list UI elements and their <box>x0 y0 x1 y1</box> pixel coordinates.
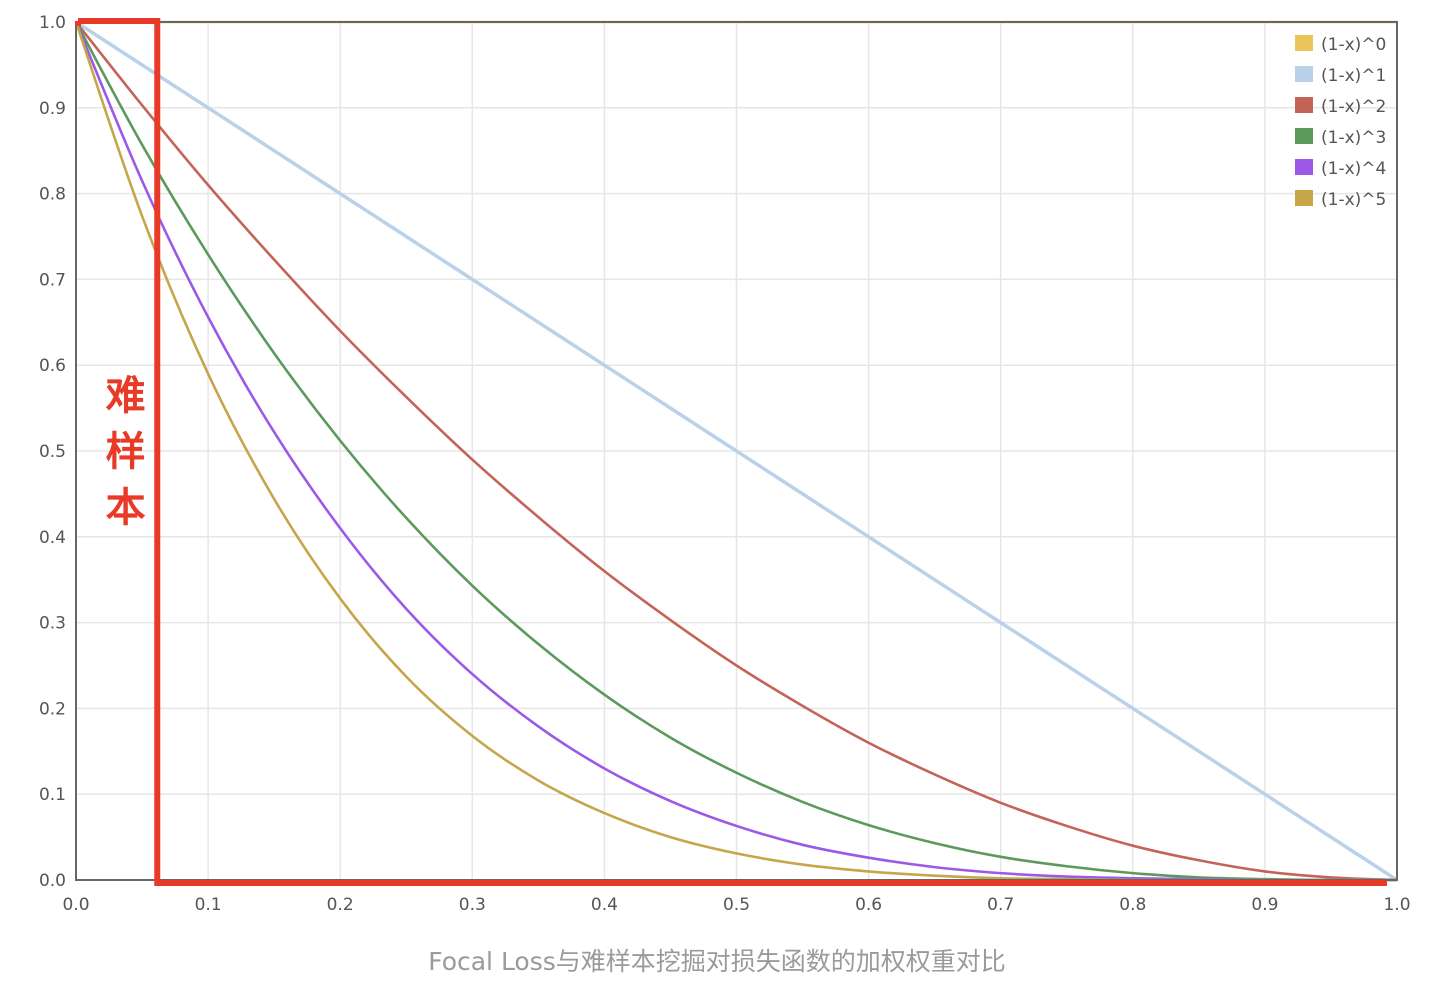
annotation-box <box>78 18 1387 886</box>
legend-swatch <box>1295 190 1313 206</box>
series-line-3 <box>74 21 1398 882</box>
x-tick-label: 0.5 <box>723 895 750 915</box>
legend-label: (1-x)^4 <box>1321 159 1386 179</box>
y-tick-label: 0.3 <box>39 614 66 634</box>
y-tick-label: 0.4 <box>39 528 66 548</box>
x-tick-label: 0.9 <box>1251 895 1278 915</box>
hard-sample-annotation: 难样本 <box>75 18 1387 886</box>
series-line-2 <box>74 21 1398 882</box>
series-line-1 <box>75 20 1398 882</box>
x-tick-label: 0.1 <box>195 895 222 915</box>
y-tick-label: 1.0 <box>39 13 66 33</box>
x-tick-label: 1.0 <box>1383 895 1410 915</box>
annotation-char: 本 <box>106 485 146 531</box>
legend: (1-x)^0 (1-x)^1 (1-x)^2 (1-x)^3 (1-x)^4 (1-x)… <box>1295 35 1386 210</box>
y-tick-label: 0.9 <box>39 99 66 119</box>
legend-swatch <box>1295 35 1313 51</box>
x-axis-ticks: 0.0 0.1 0.2 0.3 0.4 0.5 0.6 0.7 0.8 0.9 1.0 <box>62 895 1410 915</box>
x-tick-label: 0.6 <box>855 895 882 915</box>
figure-caption: Focal Loss与难样本挖掘对损失函数的加权权重对比 <box>428 947 1006 976</box>
legend-label: (1-x)^3 <box>1321 128 1386 148</box>
legend-swatch <box>1295 66 1313 82</box>
series-line-4 <box>74 21 1397 882</box>
x-tick-label: 0.0 <box>62 895 89 915</box>
x-tick-label: 0.2 <box>327 895 354 915</box>
legend-label: (1-x)^5 <box>1321 190 1386 210</box>
y-tick-label: 0.7 <box>39 270 66 290</box>
legend-swatch <box>1295 128 1313 144</box>
annotation-char: 样 <box>106 429 146 475</box>
y-tick-label: 0.8 <box>39 185 66 205</box>
annotation-char: 难 <box>106 373 146 419</box>
x-tick-label: 0.7 <box>987 895 1014 915</box>
x-tick-label: 0.3 <box>459 895 486 915</box>
legend-swatch <box>1295 97 1313 113</box>
legend-label: (1-x)^0 <box>1321 35 1386 55</box>
y-axis-ticks: 0.0 0.1 0.2 0.3 0.4 0.5 0.6 0.7 0.8 0.9 1.0 <box>39 13 66 891</box>
y-tick-label: 0.1 <box>39 785 66 805</box>
y-tick-label: 0.5 <box>39 442 66 462</box>
y-tick-label: 0.0 <box>39 871 66 891</box>
y-tick-label: 0.6 <box>39 356 66 376</box>
x-tick-label: 0.4 <box>591 895 618 915</box>
y-tick-label: 0.2 <box>39 699 66 719</box>
legend-label: (1-x)^1 <box>1321 66 1386 86</box>
legend-swatch <box>1295 159 1313 175</box>
x-tick-label: 0.8 <box>1119 895 1146 915</box>
legend-label: (1-x)^2 <box>1321 97 1386 117</box>
